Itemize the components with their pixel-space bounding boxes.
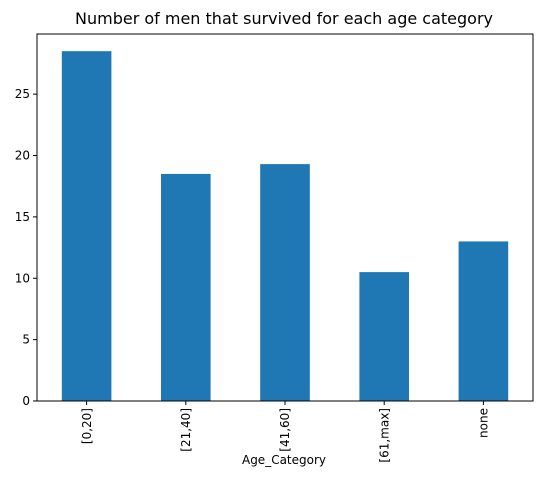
- x-tick-label: [0,20]: [80, 408, 94, 444]
- y-ticks-group: 0 5 10 15 20 25: [15, 87, 37, 408]
- bars-group: [61, 51, 509, 401]
- y-tick-label: 20: [15, 149, 30, 163]
- y-tick-label: 10: [15, 271, 30, 285]
- x-tick-label: [41,60]: [278, 408, 292, 452]
- x-tick-label: [61,max]: [377, 408, 391, 463]
- bar-2: [260, 164, 310, 401]
- y-tick-label: 5: [22, 333, 30, 347]
- y-tick-label: 15: [15, 210, 30, 224]
- x-tick-label: none: [477, 408, 491, 438]
- x-tick-label: [21,40]: [179, 408, 193, 452]
- y-tick-label: 25: [15, 87, 30, 101]
- x-axis-label: Age_Category: [242, 453, 326, 467]
- bar-0: [61, 51, 112, 401]
- chart-title: Number of men that survived for each age…: [75, 9, 493, 28]
- y-tick-label: 0: [22, 394, 30, 408]
- bar-3: [359, 272, 409, 401]
- x-ticks-group: [0,20] [21,40] [41,60] [61,max] none: [80, 401, 491, 463]
- bar-1: [161, 173, 211, 401]
- bar-4: [458, 241, 509, 401]
